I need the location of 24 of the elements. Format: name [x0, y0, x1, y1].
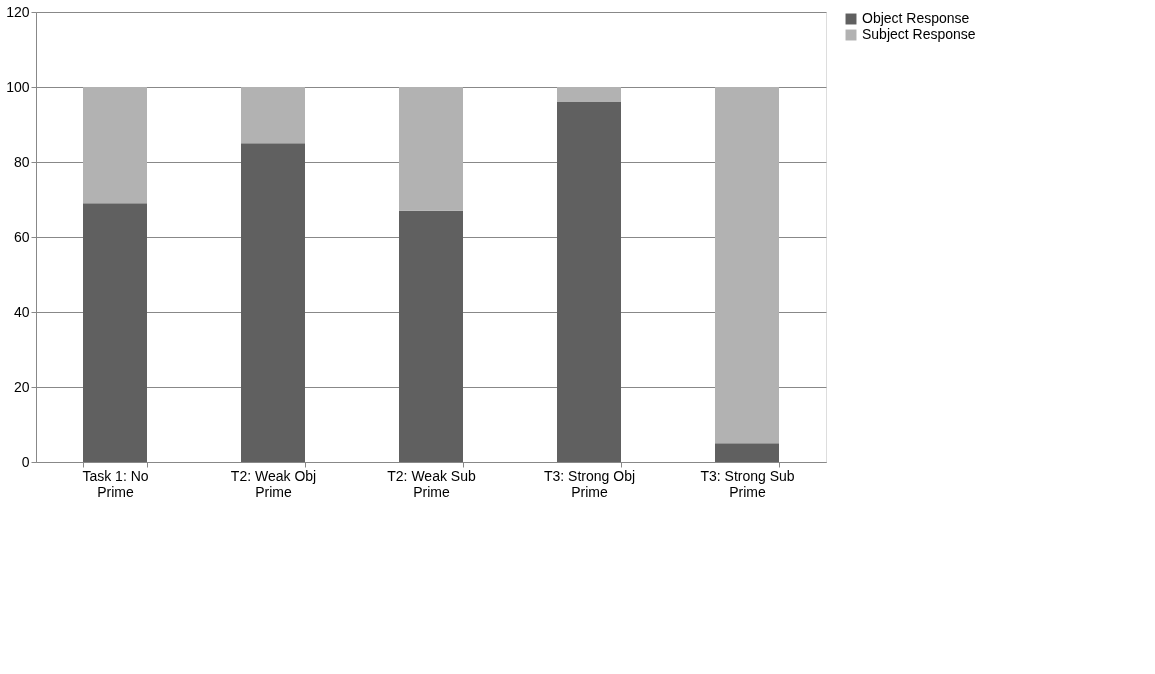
x-tick-label: Task 1: No Prime [82, 467, 149, 500]
bar [557, 87, 621, 102]
y-tick-label: 60 [13, 228, 30, 245]
bar [715, 443, 779, 462]
bar [715, 87, 779, 444]
x-tick-label: T3: Strong Obj Prime [543, 467, 636, 500]
bar [241, 87, 305, 144]
legend-label: Subject Response [862, 26, 976, 42]
x-tick-label: T2: Weak Sub Prime [387, 467, 476, 500]
y-tick-label: 0 [21, 453, 30, 470]
y-tick-label: 100 [6, 78, 30, 95]
y-tick-label: 20 [13, 378, 30, 395]
bar [399, 87, 463, 211]
y-tick-label: 120 [6, 3, 30, 20]
bar [83, 87, 147, 204]
x-tick-label: T3: Strong Sub Prime [700, 467, 795, 500]
y-tick-label: 80 [13, 153, 30, 170]
bar [399, 210, 463, 462]
y-tick-label: 40 [13, 303, 30, 320]
legend-label: Object Response [862, 10, 970, 26]
bar [241, 143, 305, 462]
x-tick-label: T2: Weak Obj Prime [230, 467, 317, 500]
bar [557, 102, 621, 462]
bar [83, 203, 147, 462]
